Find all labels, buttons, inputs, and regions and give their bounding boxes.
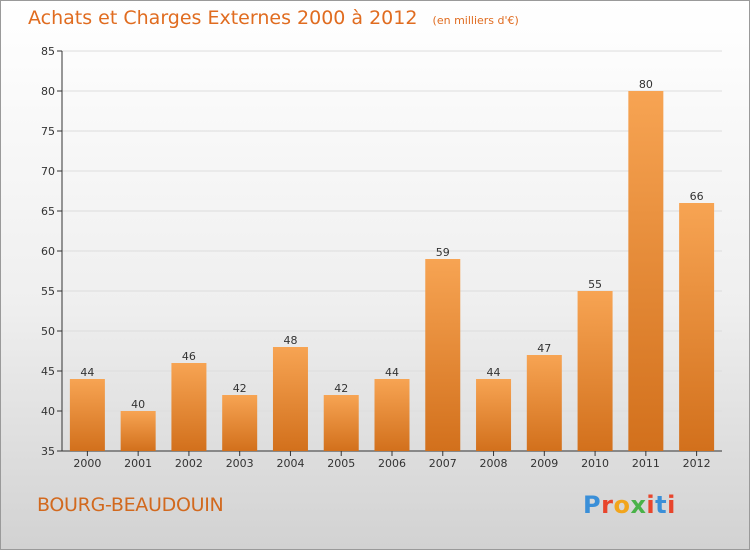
bar-2005[interactable] <box>323 395 359 451</box>
bars <box>69 91 715 451</box>
logo-letter: x <box>630 491 647 519</box>
x-tick-label: 2012 <box>683 457 711 470</box>
bar-2003[interactable] <box>222 395 258 451</box>
x-tick-label: 2000 <box>73 457 101 470</box>
x-tick-label: 2001 <box>124 457 152 470</box>
data-label: 44 <box>385 366 399 379</box>
y-tick-label: 80 <box>41 85 55 98</box>
x-tick-label: 2005 <box>327 457 355 470</box>
x-tick-label: 2009 <box>530 457 558 470</box>
data-label: 44 <box>80 366 94 379</box>
bar-2006[interactable] <box>374 379 410 451</box>
x-tick-label: 2006 <box>378 457 406 470</box>
x-tick-label: 2010 <box>581 457 609 470</box>
y-tick-label: 40 <box>41 405 55 418</box>
title-row: Achats et Charges Externes 2000 à 2012 (… <box>28 7 519 29</box>
commune-name: BOURG-BEAUDOUIN <box>37 494 224 516</box>
chart-title: Achats et Charges Externes 2000 à 2012 <box>28 7 418 29</box>
data-label: 44 <box>487 366 501 379</box>
y-tick-label: 45 <box>41 365 55 378</box>
bar-2012[interactable] <box>679 203 715 451</box>
x-tick-label: 2004 <box>276 457 304 470</box>
y-tick-label: 85 <box>41 45 55 58</box>
x-tick-label: 2011 <box>632 457 660 470</box>
bar-2001[interactable] <box>120 411 156 451</box>
data-label: 40 <box>131 398 145 411</box>
y-tick-label: 60 <box>41 245 55 258</box>
chart-unit: (en milliers d'€) <box>432 14 519 27</box>
logo-letter: P <box>583 491 602 519</box>
bar-2008[interactable] <box>476 379 512 451</box>
y-tick-label: 35 <box>41 445 55 458</box>
logo-letter: i <box>646 491 656 519</box>
data-label: 48 <box>283 334 297 347</box>
data-label: 66 <box>690 190 704 203</box>
bar-2004[interactable] <box>272 347 308 451</box>
y-tick-label: 65 <box>41 205 55 218</box>
logo-letter: t <box>655 491 668 519</box>
bar-2007[interactable] <box>425 259 461 451</box>
bar-2000[interactable] <box>69 379 105 451</box>
bar-2010[interactable] <box>577 291 613 451</box>
bar-2009[interactable] <box>526 355 562 451</box>
data-label: 80 <box>639 78 653 91</box>
data-label: 59 <box>436 246 450 259</box>
proxiti-logo[interactable]: Proxiti <box>583 491 676 519</box>
data-label: 55 <box>588 278 602 291</box>
x-tick-label: 2002 <box>175 457 203 470</box>
data-label: 47 <box>537 342 551 355</box>
x-tick-label: 2007 <box>429 457 457 470</box>
data-label: 42 <box>233 382 247 395</box>
bar-2002[interactable] <box>171 363 207 451</box>
data-label: 42 <box>334 382 348 395</box>
x-tick-label: 2003 <box>226 457 254 470</box>
bar-2011[interactable] <box>628 91 664 451</box>
logo-letter: i <box>667 491 676 519</box>
y-tick-label: 50 <box>41 325 55 338</box>
data-labels: 44 40 46 42 48 42 44 59 44 47 55 80 66 <box>80 78 703 411</box>
y-tick-label: 75 <box>41 125 55 138</box>
y-tick-label: 55 <box>41 285 55 298</box>
y-tick-label: 70 <box>41 165 55 178</box>
logo-letter: o <box>613 491 631 519</box>
x-tick-label: 2008 <box>480 457 508 470</box>
logo-letter: r <box>601 491 614 519</box>
data-label: 46 <box>182 350 196 363</box>
